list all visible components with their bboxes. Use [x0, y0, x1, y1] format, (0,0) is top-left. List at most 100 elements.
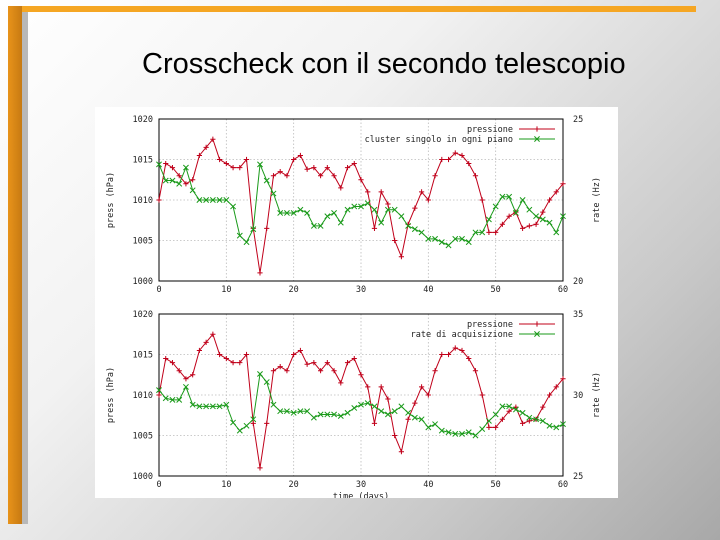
data-point [250, 420, 256, 426]
data-point [432, 173, 438, 179]
data-point [479, 392, 485, 398]
data-point [546, 422, 553, 429]
data-point [223, 355, 229, 362]
data-point [311, 165, 317, 171]
data-point [512, 210, 519, 216]
data-point [297, 347, 303, 354]
data-point [438, 239, 445, 246]
data-point [270, 401, 277, 408]
data-point [412, 205, 418, 211]
y-tick-label: 1015 [133, 351, 153, 361]
data-point [311, 360, 317, 366]
data-point [465, 239, 472, 246]
data-point [331, 411, 338, 418]
data-point [196, 347, 202, 354]
data-point [392, 432, 398, 439]
y2-tick-label: 25 [573, 472, 583, 482]
x-tick-label: 30 [356, 480, 366, 490]
data-point [371, 420, 378, 426]
data-point [506, 213, 512, 219]
data-point [553, 424, 560, 431]
data-point [162, 177, 169, 184]
y2-tick-label: 35 [573, 310, 583, 320]
data-point [331, 173, 337, 179]
data-point [338, 380, 344, 386]
data-point [398, 254, 404, 260]
data-point [183, 376, 189, 382]
legend-marker [534, 321, 540, 327]
data-point [425, 392, 431, 398]
data-point [526, 414, 533, 421]
data-point [419, 384, 425, 390]
data-point [364, 200, 371, 207]
data-point [290, 210, 297, 216]
y-tick-label: 1000 [133, 277, 153, 287]
y2-axis-label: rate (Hz) [592, 177, 602, 223]
data-point [264, 420, 270, 426]
data-point [156, 161, 162, 168]
data-point [344, 206, 351, 213]
data-point [452, 430, 459, 437]
data-point [196, 152, 202, 159]
data-point [432, 421, 439, 428]
data-point [425, 235, 432, 242]
data-point [371, 403, 378, 410]
data-point [162, 395, 169, 402]
y-tick-label: 1005 [133, 432, 153, 442]
data-point [526, 223, 532, 229]
legend-label: rate di acquisizione [411, 330, 513, 340]
data-point [486, 424, 492, 430]
data-point [176, 368, 182, 374]
data-point [378, 219, 385, 226]
data-point [479, 426, 486, 432]
data-point [318, 173, 324, 179]
data-point [499, 193, 506, 200]
y-tick-label: 1010 [133, 196, 153, 206]
data-point [452, 345, 458, 351]
side-shadow-bar [22, 12, 28, 524]
legend-label: pressione [467, 320, 513, 330]
data-point [216, 197, 223, 203]
data-point [210, 136, 216, 142]
data-point [391, 408, 398, 415]
x-tick-label: 20 [289, 285, 299, 295]
data-point [445, 156, 452, 163]
data-point [398, 449, 404, 455]
data-point [358, 203, 364, 210]
data-point [492, 203, 499, 210]
data-point [324, 411, 331, 418]
series-line-rate [158, 164, 564, 246]
x-tick-label: 60 [558, 480, 568, 490]
data-point [378, 189, 384, 195]
data-point [257, 270, 263, 276]
data-point [250, 416, 257, 423]
data-point [230, 419, 237, 426]
data-point [485, 216, 492, 223]
legend-label: pressione [467, 125, 513, 135]
data-point [526, 206, 533, 213]
data-point [405, 222, 412, 229]
data-point [230, 360, 236, 366]
data-point [351, 405, 358, 411]
data-point [499, 403, 506, 410]
data-point [365, 384, 371, 390]
data-point [405, 409, 412, 416]
data-point [506, 408, 512, 414]
data-point [520, 420, 526, 426]
data-point [217, 156, 223, 163]
data-point [533, 213, 540, 220]
data-point [392, 237, 398, 244]
data-point [297, 206, 304, 213]
data-point [485, 417, 492, 424]
data-point [203, 339, 209, 345]
data-point [283, 210, 290, 216]
y-tick-label: 1015 [133, 156, 153, 166]
data-point [492, 411, 499, 418]
data-point [472, 229, 479, 236]
data-point [560, 181, 566, 187]
y-axis-label: press (hPa) [106, 367, 116, 423]
y2-tick-label: 20 [573, 277, 583, 287]
y2-axis-label: rate (Hz) [592, 372, 602, 418]
data-point [540, 404, 546, 410]
data-point [243, 351, 250, 358]
